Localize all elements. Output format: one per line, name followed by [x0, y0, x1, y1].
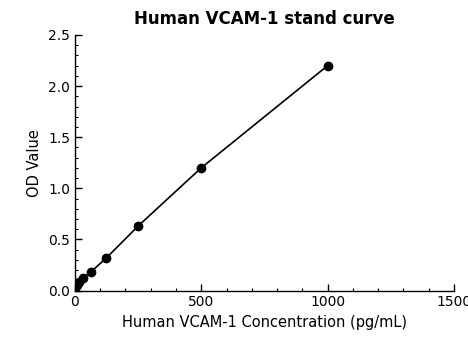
Point — [197, 165, 205, 171]
Point — [79, 275, 87, 281]
Point — [87, 269, 95, 275]
Point — [324, 63, 331, 69]
Title: Human VCAM-1 stand curve: Human VCAM-1 stand curve — [134, 10, 395, 28]
X-axis label: Human VCAM-1 Concentration (pg/mL): Human VCAM-1 Concentration (pg/mL) — [122, 315, 407, 330]
Point — [73, 282, 80, 288]
Point — [134, 223, 142, 229]
Point — [103, 255, 110, 261]
Y-axis label: OD Value: OD Value — [28, 129, 43, 197]
Point — [71, 286, 79, 291]
Point — [75, 280, 82, 285]
